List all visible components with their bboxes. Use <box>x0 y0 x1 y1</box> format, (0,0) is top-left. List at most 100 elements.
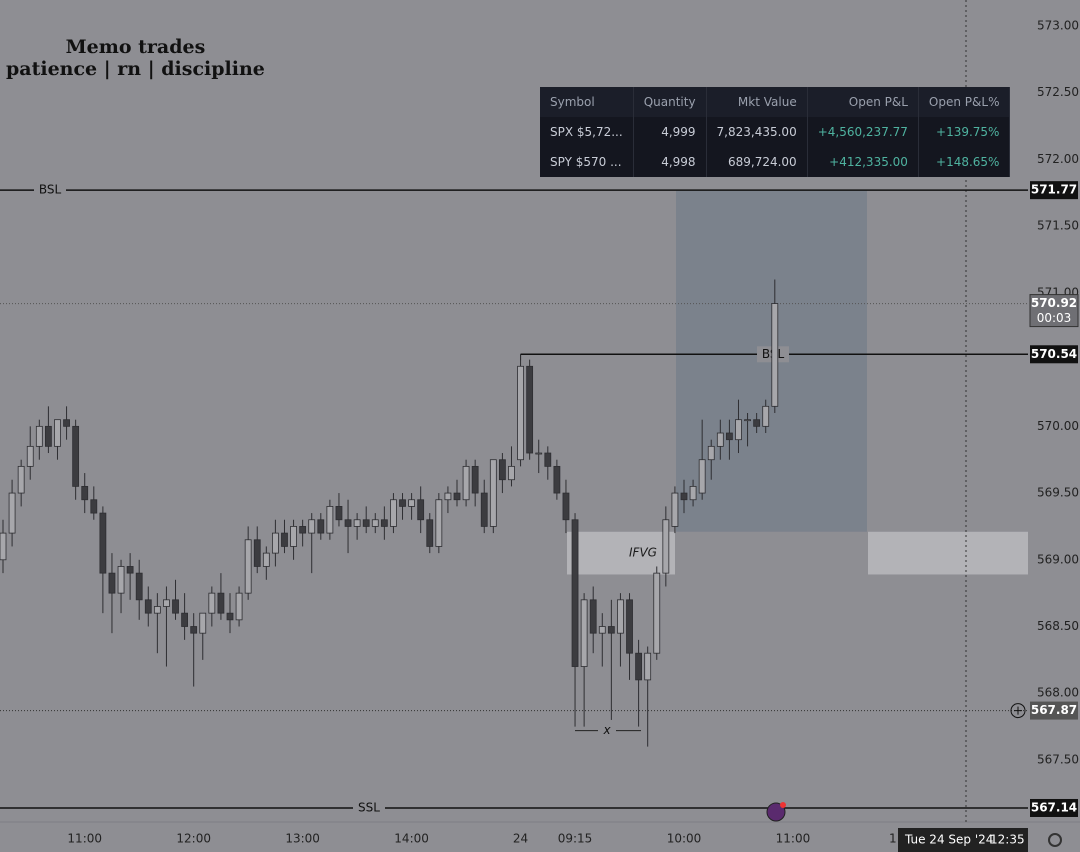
candle-body <box>335 506 343 521</box>
candle-body <box>99 512 107 574</box>
ifvg-zone <box>567 531 675 575</box>
candle-body <box>435 499 443 547</box>
candle-body <box>144 599 152 614</box>
x-tick-label: 10:00 <box>667 832 702 846</box>
candle-body <box>172 599 179 614</box>
y-tick-label: 572.00 <box>1037 152 1079 166</box>
candle-body <box>535 452 543 455</box>
candle-body <box>54 419 61 447</box>
column-header[interactable]: Open P&L% <box>918 87 1011 117</box>
candle-body <box>508 465 515 481</box>
candle-body <box>17 465 25 494</box>
settings-icon[interactable] <box>1048 833 1062 847</box>
candle-body <box>753 419 761 427</box>
candle-body <box>771 303 779 407</box>
price-tag-text: 571.77 <box>1031 183 1077 197</box>
column-header[interactable]: Quantity <box>633 87 707 117</box>
candle-body <box>208 592 216 614</box>
x-tick-label: 24 <box>513 832 528 846</box>
price-tag <box>1030 345 1078 364</box>
candle-body <box>680 492 688 501</box>
x-tick-label: 09:15 <box>558 832 593 846</box>
event-icon <box>766 802 786 822</box>
y-tick-label: 569.50 <box>1037 486 1079 500</box>
row[interactable]: SPY $570 ... 4,998 689,724.00 +412,335.0… <box>540 147 1011 177</box>
candle-body <box>644 652 652 681</box>
x-tick-label: 11:00 <box>67 832 102 846</box>
candle-body <box>589 599 597 634</box>
date-tag <box>898 828 1028 852</box>
zone-label: IFVG <box>629 546 657 560</box>
candle-body <box>0 532 7 561</box>
candle-body <box>371 519 379 527</box>
candle-body <box>744 419 751 422</box>
candle-body <box>553 465 561 494</box>
candle-body <box>544 452 552 467</box>
cell: SPY $570 ... <box>540 147 634 177</box>
candle-body <box>626 599 633 654</box>
candle-body <box>726 432 733 441</box>
add-alert-plus <box>1014 706 1022 715</box>
candle-body <box>253 539 261 567</box>
y-tick-label: 573.00 <box>1037 19 1079 33</box>
candle-body <box>72 425 80 487</box>
candle-body <box>390 499 397 527</box>
candle-body <box>471 465 479 494</box>
column-header[interactable]: Open P&L <box>807 87 919 117</box>
candle-body <box>444 492 452 501</box>
candle-body <box>517 365 524 461</box>
candle-body <box>308 519 316 534</box>
candle-body <box>353 519 361 527</box>
candle-body <box>362 519 370 527</box>
crosshair-tag-text: 567.87 <box>1031 703 1077 717</box>
price-tag-text: 570.54 <box>1031 347 1077 361</box>
candle-body <box>408 499 416 507</box>
level-label-bg <box>353 799 385 816</box>
candle-body <box>617 599 624 634</box>
candle-body <box>607 626 615 634</box>
date-label: Tue 24 Sep '24 <box>904 833 993 847</box>
x-tick-label: 1 <box>889 832 897 846</box>
cell: +412,335.00 <box>807 147 919 177</box>
candle-body <box>8 492 16 534</box>
candle-body <box>462 465 470 501</box>
cell: 4,999 <box>633 117 707 147</box>
candle-body <box>326 506 334 534</box>
countdown: 00:03 <box>1037 311 1072 325</box>
candle-body <box>235 592 243 621</box>
y-tick-label: 569.00 <box>1037 552 1079 566</box>
cell: 4,998 <box>633 147 707 177</box>
title: Memo trades <box>65 36 206 58</box>
cell: 689,724.00 <box>706 147 808 177</box>
candle-body <box>580 599 588 667</box>
price-tag <box>1030 181 1078 200</box>
cell: +148.65% <box>918 147 1011 177</box>
cell: SPX $5,72... <box>540 117 634 147</box>
subtitle: patience | rn | discipline <box>6 58 265 80</box>
candle-body <box>380 519 388 527</box>
candle-body <box>317 519 325 534</box>
candle-body <box>81 485 89 501</box>
candle-body <box>290 526 297 547</box>
x-tick-label: 12:00 <box>176 832 211 846</box>
candle-body <box>26 445 34 467</box>
y-tick-label: 570.00 <box>1037 419 1079 433</box>
row[interactable]: SPX $5,72... 4,999 7,823,435.00 +4,560,2… <box>540 117 1011 147</box>
candle-body <box>126 566 134 574</box>
candle-body <box>453 492 461 501</box>
column-header[interactable]: Symbol <box>540 87 634 117</box>
candle-body <box>135 572 143 601</box>
candle-body <box>417 499 425 521</box>
x-tick-label: 14:00 <box>394 832 429 846</box>
cell: +4,560,237.77 <box>807 117 919 147</box>
candle-body <box>598 626 606 634</box>
candle-body <box>226 612 234 621</box>
candle-body <box>480 492 488 527</box>
x-tick-label: 13:00 <box>285 832 320 846</box>
column-header[interactable]: Mkt Value <box>706 87 808 117</box>
candle-body <box>244 539 252 594</box>
candle-body <box>217 592 225 614</box>
y-tick-label: 567.50 <box>1037 752 1079 766</box>
price-tag-text: 567.14 <box>1031 800 1077 814</box>
